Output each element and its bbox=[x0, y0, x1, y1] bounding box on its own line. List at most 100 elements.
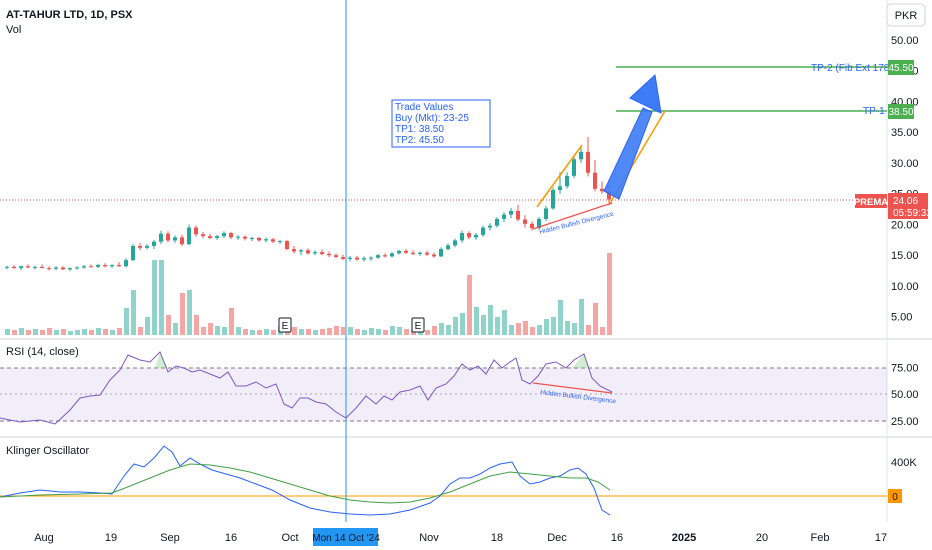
divergence-line-price[interactable] bbox=[532, 202, 613, 230]
price-axis[interactable]: 50.0045.0040.0035.0030.0025.0020.0015.00… bbox=[891, 35, 919, 324]
klinger-line bbox=[0, 445, 611, 516]
candle-body bbox=[579, 151, 583, 160]
candle-body bbox=[173, 237, 177, 241]
volume-bar bbox=[103, 329, 108, 335]
time-label-16b: 16 bbox=[611, 532, 623, 544]
volume-bar bbox=[551, 317, 556, 335]
countdown-text: 05:59:32 bbox=[893, 208, 932, 219]
time-label-20: 20 bbox=[756, 532, 768, 544]
candle-body bbox=[488, 225, 492, 228]
symbol-line[interactable]: AT-TAHUR LTD, 1D, PSX bbox=[6, 9, 133, 21]
candle-body bbox=[607, 191, 611, 200]
price-tick: 10.00 bbox=[891, 281, 919, 293]
volume-bar bbox=[166, 315, 171, 335]
volume-bar bbox=[257, 330, 262, 335]
volume-bars bbox=[5, 253, 612, 335]
candle-body bbox=[383, 255, 387, 257]
volume-bar bbox=[61, 329, 66, 335]
volume-bar bbox=[537, 325, 542, 335]
volume-bar bbox=[579, 299, 584, 335]
volume-bar bbox=[229, 308, 234, 335]
rsi-tick: 75.00 bbox=[891, 362, 919, 374]
rsi-axis[interactable]: 75.00 50.00 25.00 bbox=[891, 362, 919, 428]
rsi-title[interactable]: RSI (14, close) bbox=[6, 346, 79, 358]
candle-body bbox=[453, 240, 457, 246]
volume-bar bbox=[173, 323, 178, 335]
volume-bar bbox=[390, 326, 395, 335]
volume-bar bbox=[369, 328, 374, 335]
volume-bar bbox=[138, 327, 143, 335]
candle-body bbox=[285, 241, 289, 250]
volume-bar bbox=[299, 329, 304, 335]
divergence-line-rsi[interactable] bbox=[532, 382, 613, 394]
volume-bar bbox=[33, 329, 38, 335]
candle-body bbox=[530, 223, 534, 229]
candle-body bbox=[593, 172, 597, 189]
time-label-16: 16 bbox=[225, 532, 237, 544]
klinger-title[interactable]: Klinger Oscillator bbox=[6, 445, 89, 457]
time-label-sep: Sep bbox=[160, 532, 180, 544]
channel-upper-line[interactable] bbox=[536, 144, 583, 208]
candle-body bbox=[264, 239, 268, 241]
candle-body bbox=[544, 208, 548, 219]
earnings-marker-1[interactable]: E bbox=[278, 317, 292, 333]
candle-body bbox=[418, 252, 422, 254]
volume-bar bbox=[208, 323, 213, 335]
trade-values-box[interactable]: Trade Values Buy (Mkt): 23-25 TP1: 38.50… bbox=[391, 99, 491, 148]
rsi-tick: 50.00 bbox=[891, 389, 919, 401]
volume-label[interactable]: Vol bbox=[6, 24, 21, 36]
volume-bar bbox=[89, 330, 94, 335]
candle-body bbox=[124, 260, 128, 267]
price-tick: 20.00 bbox=[891, 219, 919, 231]
earnings-marker-2[interactable]: E bbox=[411, 317, 425, 333]
candle-body bbox=[222, 233, 226, 237]
candle-body bbox=[117, 265, 121, 267]
candle-body bbox=[565, 175, 569, 187]
candle-body bbox=[460, 233, 464, 241]
klinger-tick-400k: 400K bbox=[891, 457, 917, 469]
volume-bar bbox=[453, 317, 458, 335]
earnings-marker-text-2: E bbox=[415, 321, 422, 332]
candle-body bbox=[362, 258, 366, 260]
last-price-text: 24.06 bbox=[893, 196, 918, 207]
volume-bar bbox=[572, 323, 577, 335]
candle-body bbox=[12, 266, 16, 269]
volume-bar bbox=[558, 300, 563, 335]
volume-bar bbox=[334, 326, 339, 335]
volume-bar bbox=[222, 327, 227, 335]
volume-bar bbox=[404, 329, 409, 335]
candle-body bbox=[54, 267, 58, 269]
klinger-tick-zero: 0 bbox=[892, 492, 898, 503]
candle-body bbox=[215, 236, 219, 238]
candle-body bbox=[299, 250, 303, 252]
crosshair-time-label: Mon 14 Oct '24 bbox=[312, 533, 380, 544]
time-axis[interactable]: Aug 19 Sep 16 Oct Mon 14 Oct '24 Nov 18 … bbox=[34, 528, 887, 546]
currency-button[interactable]: PKR bbox=[886, 3, 926, 27]
volume-bar bbox=[460, 313, 465, 335]
candles bbox=[5, 137, 611, 272]
volume-bar bbox=[530, 327, 535, 335]
candle-body bbox=[432, 254, 436, 257]
projection-arrow[interactable] bbox=[603, 74, 662, 200]
volume-bar bbox=[40, 330, 45, 335]
candle-body bbox=[334, 255, 338, 258]
klinger-axis[interactable]: 400K 0 bbox=[888, 457, 917, 503]
rsi-overbought-fill-2 bbox=[572, 354, 590, 368]
trade-box-line-4: TP2: 45.50 bbox=[395, 135, 444, 146]
candle-body bbox=[341, 257, 345, 259]
volume-bar bbox=[271, 330, 276, 335]
time-label-nov: Nov bbox=[419, 532, 439, 544]
candle-body bbox=[523, 219, 527, 224]
candle-body bbox=[187, 227, 191, 245]
volume-bar bbox=[117, 328, 122, 335]
candle-body bbox=[208, 236, 212, 238]
tp1-tag-text: 38.50 bbox=[888, 107, 913, 118]
candle-body bbox=[495, 218, 499, 226]
price-tick: 35.00 bbox=[891, 127, 919, 139]
volume-bar bbox=[264, 329, 269, 335]
trade-box-line-3: TP1: 38.50 bbox=[395, 124, 444, 135]
candle-body bbox=[96, 265, 100, 267]
symbol-tag bbox=[855, 194, 887, 208]
volume-bar bbox=[523, 321, 528, 335]
